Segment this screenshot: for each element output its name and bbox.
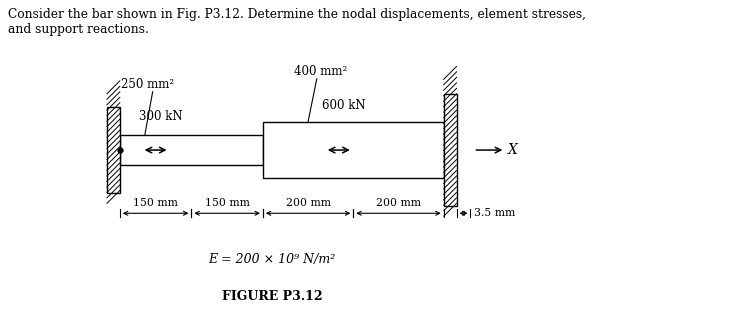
Text: 150 mm: 150 mm — [205, 198, 250, 208]
Text: 200 mm: 200 mm — [376, 198, 421, 208]
Text: 300 kN: 300 kN — [139, 110, 183, 123]
Text: 400 mm²: 400 mm² — [294, 65, 347, 78]
Bar — [107, 107, 120, 193]
Text: 3.5 mm: 3.5 mm — [474, 208, 515, 218]
Text: FIGURE P3.12: FIGURE P3.12 — [221, 290, 322, 303]
Bar — [444, 94, 456, 206]
Bar — [120, 135, 263, 166]
Bar — [263, 122, 444, 178]
Text: 600 kN: 600 kN — [322, 99, 366, 112]
Text: 250 mm²: 250 mm² — [121, 78, 174, 91]
Text: E = 200 × 10⁹ N/m²: E = 200 × 10⁹ N/m² — [208, 253, 335, 266]
Text: X: X — [508, 143, 518, 157]
Text: 150 mm: 150 mm — [133, 198, 178, 208]
Text: 200 mm: 200 mm — [286, 198, 331, 208]
Text: Consider the bar shown in Fig. P3.12. Determine the nodal displacements, element: Consider the bar shown in Fig. P3.12. De… — [7, 8, 586, 36]
